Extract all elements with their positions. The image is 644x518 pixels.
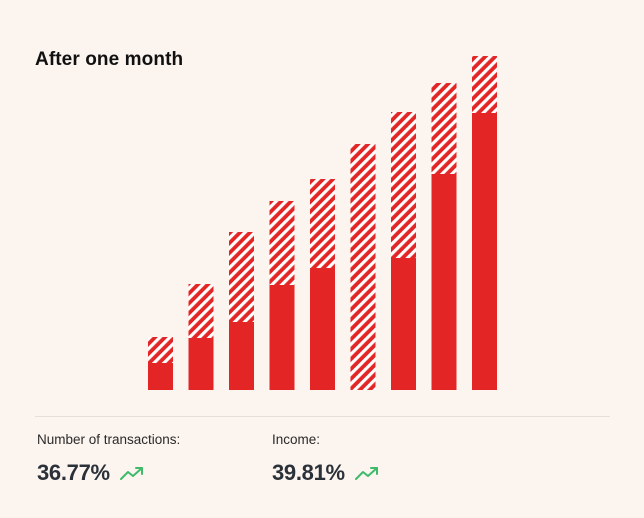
bar-solid-3	[229, 322, 254, 390]
bar-solid-1	[148, 363, 173, 390]
divider	[35, 416, 610, 417]
bar-hatched-1	[148, 337, 173, 363]
bar-hatched-2	[188, 284, 214, 338]
bar-solid-8	[431, 174, 457, 390]
trend-up-icon	[354, 467, 378, 480]
bar-hatched-7	[391, 112, 416, 258]
trend-up-icon	[119, 467, 143, 480]
stat-income: Income: 39.81%	[272, 432, 379, 486]
stat-transactions: Number of transactions: 36.77%	[37, 432, 180, 486]
bar-solid-9	[472, 113, 497, 390]
bar-hatched-5	[310, 179, 335, 268]
bar-solid-5	[310, 268, 335, 390]
bar-hatched-9	[472, 56, 497, 113]
bar-hatched-4	[269, 201, 295, 285]
stat-transactions-value: 36.77%	[37, 460, 110, 485]
bar-solid-7	[391, 258, 416, 390]
bar-hatched-8	[431, 83, 457, 174]
chart-title: After one month	[35, 49, 184, 70]
stat-income-label: Income:	[272, 432, 321, 447]
stat-transactions-label: Number of transactions:	[37, 432, 181, 447]
stat-income-value: 39.81%	[272, 460, 345, 485]
bar-solid-4	[269, 285, 295, 390]
bar-hatched-3	[229, 232, 254, 322]
bar-solid-2	[188, 338, 214, 390]
stacked-bar-chart	[148, 56, 497, 390]
bar-hatched-6	[350, 144, 376, 390]
